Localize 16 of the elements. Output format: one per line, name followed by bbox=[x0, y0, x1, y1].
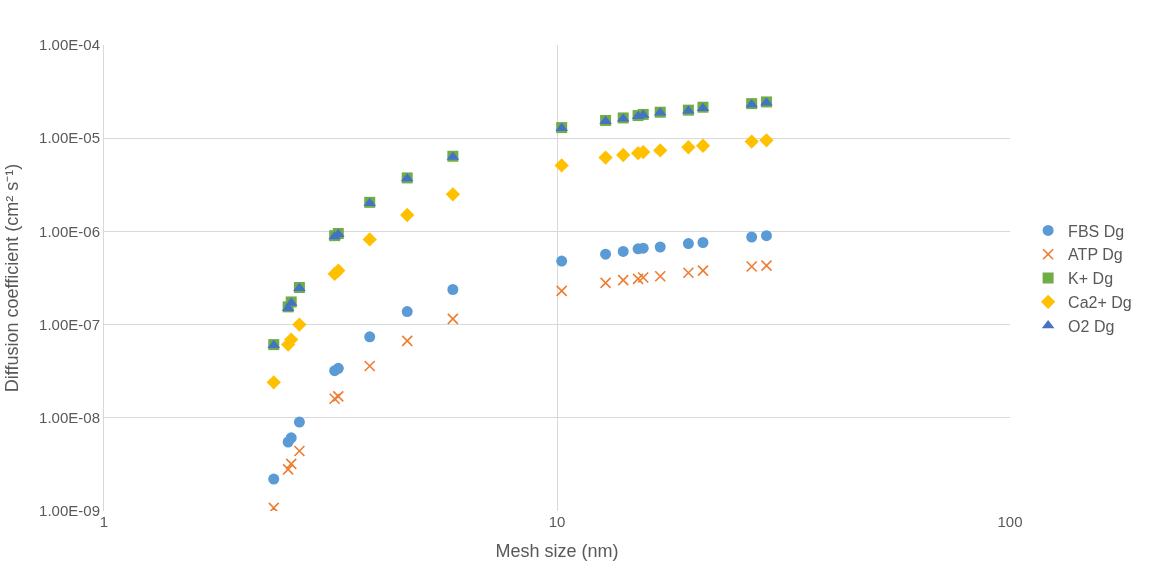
y-tick-label: 1.00E-09 bbox=[39, 502, 100, 520]
y-axis-title: Diffusion coefficient (cm² s⁻¹) bbox=[2, 163, 23, 393]
legend-label: O2 Dg bbox=[1068, 317, 1115, 335]
legend-label: Ca2+ Dg bbox=[1068, 294, 1132, 312]
x-axis-title: Mesh size (nm) bbox=[495, 541, 619, 562]
legend-label: K+ Dg bbox=[1068, 270, 1114, 288]
y-tick-label: 1.00E-06 bbox=[39, 222, 100, 240]
legend-label: ATP Dg bbox=[1068, 246, 1123, 264]
y-tick-label: 1.00E-05 bbox=[39, 129, 100, 147]
y-tick-label: 1.00E-04 bbox=[39, 36, 100, 54]
y-tick-label: 1.00E-08 bbox=[39, 409, 100, 427]
x-tick-label: 1 bbox=[99, 513, 109, 530]
legend-label: FBS Dg bbox=[1068, 222, 1125, 240]
x-tick-label: 10 bbox=[548, 513, 566, 530]
y-tick-label: 1.00E-07 bbox=[39, 315, 100, 333]
x-tick-label: 100 bbox=[997, 513, 1023, 530]
